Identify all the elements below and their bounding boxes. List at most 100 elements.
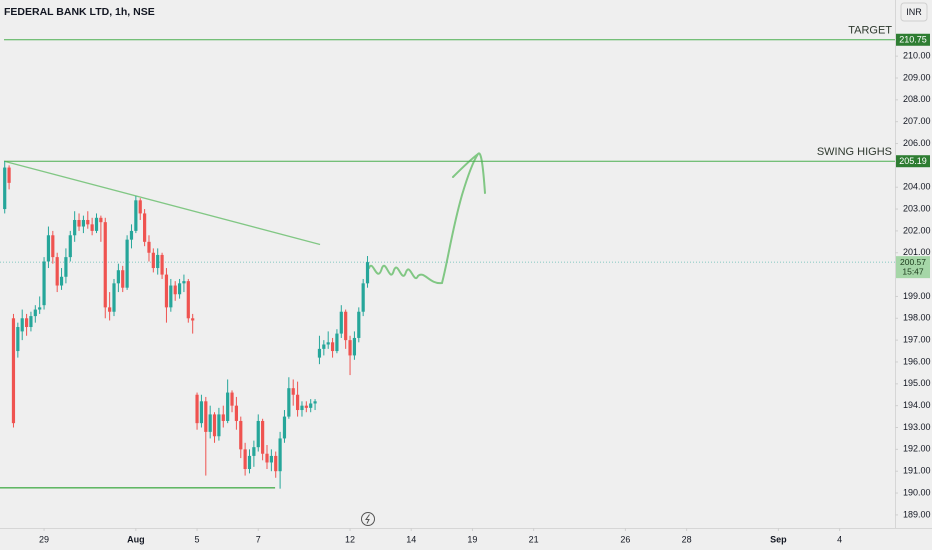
candle xyxy=(309,399,313,413)
candle xyxy=(195,392,199,430)
candle xyxy=(81,215,86,234)
candle xyxy=(182,274,186,293)
candle xyxy=(64,248,68,284)
candle xyxy=(38,296,42,314)
candle xyxy=(226,379,230,424)
candle-body xyxy=(46,235,51,262)
candle xyxy=(191,313,195,334)
candle-body xyxy=(287,388,291,417)
candle-body xyxy=(304,405,308,408)
candle xyxy=(147,235,151,262)
candle-body xyxy=(322,344,326,349)
candle-body xyxy=(186,281,190,319)
candle-body xyxy=(300,405,304,411)
candle xyxy=(20,309,24,341)
y-tick-label: 197.00 xyxy=(903,335,931,345)
candle xyxy=(326,331,330,349)
candle-body xyxy=(138,200,142,214)
candle-body xyxy=(239,420,243,450)
y-tick-label: 193.00 xyxy=(903,422,931,432)
y-tick-label: 207.00 xyxy=(903,116,931,126)
x-tick-label: 4 xyxy=(837,534,842,544)
candle-body xyxy=(357,311,361,338)
candle xyxy=(265,444,269,470)
candle xyxy=(261,418,265,461)
y-tick-label: 202.00 xyxy=(903,225,931,235)
freehand-arrow xyxy=(368,152,486,285)
level-label: TARGET xyxy=(848,25,892,37)
candle-body xyxy=(177,283,182,295)
x-tick-label: 12 xyxy=(345,534,355,544)
replay-icon[interactable] xyxy=(361,512,375,526)
candle-body xyxy=(90,224,94,231)
candle-body xyxy=(55,257,59,286)
candle-body xyxy=(365,262,370,284)
candle xyxy=(352,331,357,360)
y-tick-label: 194.00 xyxy=(903,400,931,410)
trend-line xyxy=(4,160,321,246)
candle xyxy=(164,268,169,323)
candle xyxy=(112,278,116,317)
candle-body xyxy=(33,309,37,317)
candle xyxy=(322,340,326,356)
x-tick-label: 28 xyxy=(682,534,692,544)
candle xyxy=(295,381,300,417)
candle xyxy=(177,278,182,299)
icon-circle xyxy=(361,512,375,526)
x-tick-label: 19 xyxy=(467,534,477,544)
candle-body xyxy=(269,455,273,463)
candle-body xyxy=(261,420,265,454)
candle-body xyxy=(352,337,357,356)
candle-body xyxy=(94,217,99,231)
candle xyxy=(24,313,29,336)
candle-body xyxy=(199,401,204,424)
candle-body xyxy=(204,401,208,432)
last-price-box xyxy=(896,256,930,279)
y-tick-label: 196.00 xyxy=(903,356,931,366)
candle xyxy=(94,213,99,234)
candle-body xyxy=(295,394,300,411)
y-tick-label: 189.00 xyxy=(903,509,931,519)
projection-arrow xyxy=(368,152,486,285)
y-tick-label: 199.00 xyxy=(903,291,931,301)
candle xyxy=(300,401,304,417)
chart-title: FEDERAL BANK LTD, 1h, NSE xyxy=(4,6,155,18)
last-price: 200.57 xyxy=(900,257,926,267)
level-price-box xyxy=(896,155,930,168)
candle-body xyxy=(291,388,295,395)
candle-body xyxy=(217,414,221,437)
y-tick-label: 190.00 xyxy=(903,487,931,497)
candle xyxy=(103,217,107,319)
candle-body xyxy=(64,257,68,277)
candle xyxy=(217,407,221,441)
currency-box[interactable] xyxy=(900,2,928,22)
candle xyxy=(121,265,125,293)
candle-body xyxy=(112,283,116,312)
x-tick-label: Sep xyxy=(770,534,787,544)
candle-body xyxy=(125,239,129,288)
candle xyxy=(243,442,247,476)
candle-body xyxy=(243,449,247,470)
icon-bolt xyxy=(365,514,370,524)
y-tick-label: 192.00 xyxy=(903,444,931,454)
candle xyxy=(330,337,335,358)
candle-body xyxy=(42,261,46,306)
last-time: 15:47 xyxy=(902,266,924,276)
level-label: SWING HIGHS xyxy=(817,146,892,158)
candle xyxy=(361,278,365,317)
y-tick-label: 191.00 xyxy=(903,466,931,476)
y-tick-label: 203.00 xyxy=(903,203,931,213)
candle-body xyxy=(234,405,239,421)
candle-body xyxy=(156,254,160,269)
candle xyxy=(282,410,287,443)
candle xyxy=(129,224,134,249)
candle-body xyxy=(252,447,256,456)
x-tick-label: 7 xyxy=(256,534,261,544)
candle-body xyxy=(330,342,335,352)
candle xyxy=(344,309,348,349)
level-price: 210.75 xyxy=(899,35,927,45)
candle-body xyxy=(7,167,11,183)
x-tick-label: Aug xyxy=(127,534,145,544)
